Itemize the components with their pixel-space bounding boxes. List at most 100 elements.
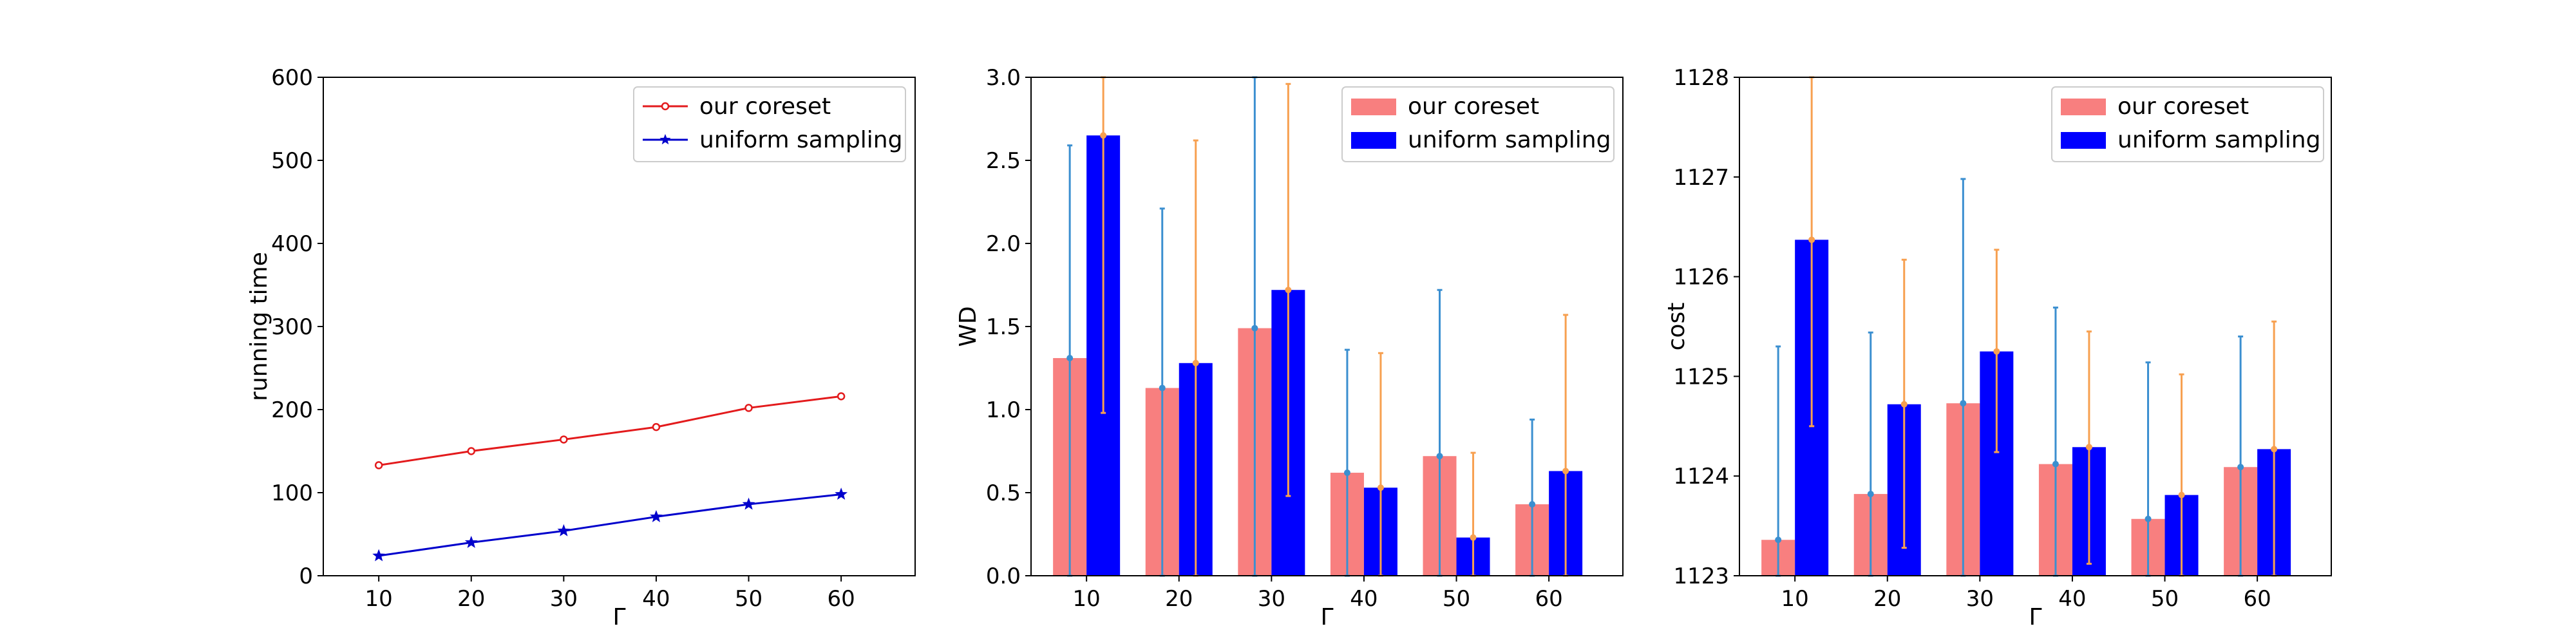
mean-marker-1-4 [1343, 469, 1350, 477]
y-axis-label: WD [955, 306, 981, 346]
mean-marker-1-2 [1159, 384, 1166, 392]
y-tick-label: 1128 [1673, 65, 1729, 91]
y-tick-label: 200 [271, 397, 313, 423]
x-tick-label: 10 [1781, 586, 1809, 612]
mean-marker-1-6 [2237, 464, 2244, 471]
x-tick-label: 40 [2058, 586, 2086, 612]
point-1-1 [374, 461, 383, 469]
x-tick-label: 60 [827, 586, 855, 612]
mean-marker-2-6 [1562, 468, 1569, 475]
mean-marker-1-5 [2145, 515, 2152, 522]
legend-label-2: uniform sampling [1408, 127, 1611, 153]
mean-marker-1-1 [1066, 355, 1074, 362]
mean-marker-1-2 [1867, 491, 1874, 498]
x-tick-label: 10 [1073, 586, 1101, 612]
series-line-2 [378, 493, 842, 557]
point-2-6 [835, 488, 848, 500]
x-tick-label: 40 [1350, 586, 1378, 612]
y-tick-label: 1124 [1673, 464, 1729, 489]
x-tick-label: 30 [550, 586, 578, 612]
point-2-4 [650, 509, 663, 522]
legend-swatch-2 [2061, 132, 2106, 149]
legend-marker-2 [659, 134, 671, 145]
y-tick-label: 1.0 [986, 397, 1021, 423]
y-tick-label: 1123 [1673, 564, 1729, 589]
legend-label-2: uniform sampling [699, 127, 902, 153]
legend-swatch-2 [1351, 132, 1396, 149]
mean-marker-1-5 [1436, 453, 1443, 460]
point-2-2 [464, 535, 478, 548]
legend-box [633, 86, 906, 162]
legend: our coreset uniform sampling [1341, 86, 1615, 162]
mean-marker-1-1 [1775, 536, 1782, 544]
x-tick-label: 10 [365, 586, 393, 612]
legend-label-1: our coreset [2117, 93, 2249, 120]
x-tick-label: 30 [1966, 586, 1994, 612]
x-tick-label: 40 [642, 586, 670, 612]
y-tick-label: 1125 [1673, 364, 1729, 390]
legend-label-1: our coreset [699, 93, 831, 120]
point-1-5 [744, 404, 753, 412]
legend-swatch-1 [2061, 99, 2106, 115]
y-tick-label: 300 [271, 314, 313, 340]
x-tick-label: 50 [735, 586, 762, 612]
x-tick-label: 20 [1165, 586, 1193, 612]
mean-marker-1-3 [1960, 400, 1967, 407]
legend-label-1: our coreset [1408, 93, 1539, 120]
y-tick-label: 100 [271, 480, 313, 506]
y-tick-label: 3.0 [986, 65, 1021, 91]
y-tick-label: 0.5 [986, 480, 1021, 506]
mean-marker-2-4 [2085, 444, 2092, 451]
point-1-3 [560, 435, 568, 444]
legend-marker-1 [661, 102, 670, 111]
legend-swatch-1 [1351, 99, 1396, 115]
y-tick-label: 0.0 [986, 564, 1021, 589]
x-tick-label: 60 [2243, 586, 2271, 612]
x-axis-label: Γ [2029, 604, 2041, 630]
point-1-6 [837, 392, 846, 401]
y-tick-label: 1.5 [986, 314, 1021, 340]
legend-label-2: uniform sampling [2117, 127, 2320, 153]
y-tick-label: 600 [271, 65, 313, 91]
x-tick-label: 50 [1443, 586, 1470, 612]
chart-panel-3: 10 20 30 40 50 60 1123 1124 1125 1126 1127 1128 Γcos… [1663, 65, 2332, 630]
point-2-1 [372, 549, 386, 562]
x-axis-label: Γ [1320, 604, 1333, 630]
mean-marker-2-1 [1808, 236, 1815, 243]
y-tick-label: 500 [271, 148, 313, 174]
mean-marker-2-2 [1192, 359, 1199, 366]
plot-frame [1739, 77, 2332, 576]
point-1-2 [467, 447, 475, 455]
mean-marker-2-1 [1100, 132, 1107, 139]
y-tick-label: 1127 [1673, 165, 1729, 191]
mean-marker-2-5 [2178, 491, 2185, 498]
y-axis-label: cost [1663, 303, 1690, 351]
mean-marker-1-4 [2052, 460, 2059, 468]
mean-marker-2-2 [1900, 401, 1908, 408]
chart-panel-1: 10 20 30 40 50 600100200300400500600Γrunning … [246, 65, 916, 630]
legend-box [2051, 86, 2324, 162]
mean-marker-2-4 [1377, 484, 1384, 491]
x-tick-label: 20 [457, 586, 485, 612]
legend: our coreset uniform sampling [2051, 86, 2324, 162]
mean-marker-1-6 [1529, 501, 1536, 508]
y-tick-label: 400 [271, 231, 313, 257]
y-tick-label: 0 [299, 564, 313, 589]
legend: our coreset uniform sampling [633, 86, 906, 162]
point-1-4 [652, 422, 661, 431]
x-tick-label: 60 [1535, 586, 1562, 612]
mean-marker-2-5 [1470, 534, 1477, 541]
series-line-1 [378, 395, 842, 466]
x-tick-label: 30 [1258, 586, 1285, 612]
mean-marker-2-6 [2271, 446, 2278, 453]
mean-marker-1-3 [1251, 325, 1258, 332]
y-tick-label: 1126 [1673, 265, 1729, 290]
y-axis-label: running time [246, 252, 272, 401]
point-2-5 [742, 497, 755, 510]
mean-marker-2-3 [1285, 287, 1292, 294]
x-tick-label: 20 [1873, 586, 1901, 612]
x-tick-label: 50 [2151, 586, 2179, 612]
mean-marker-2-3 [1993, 348, 2000, 355]
x-axis-label: Γ [612, 604, 625, 630]
